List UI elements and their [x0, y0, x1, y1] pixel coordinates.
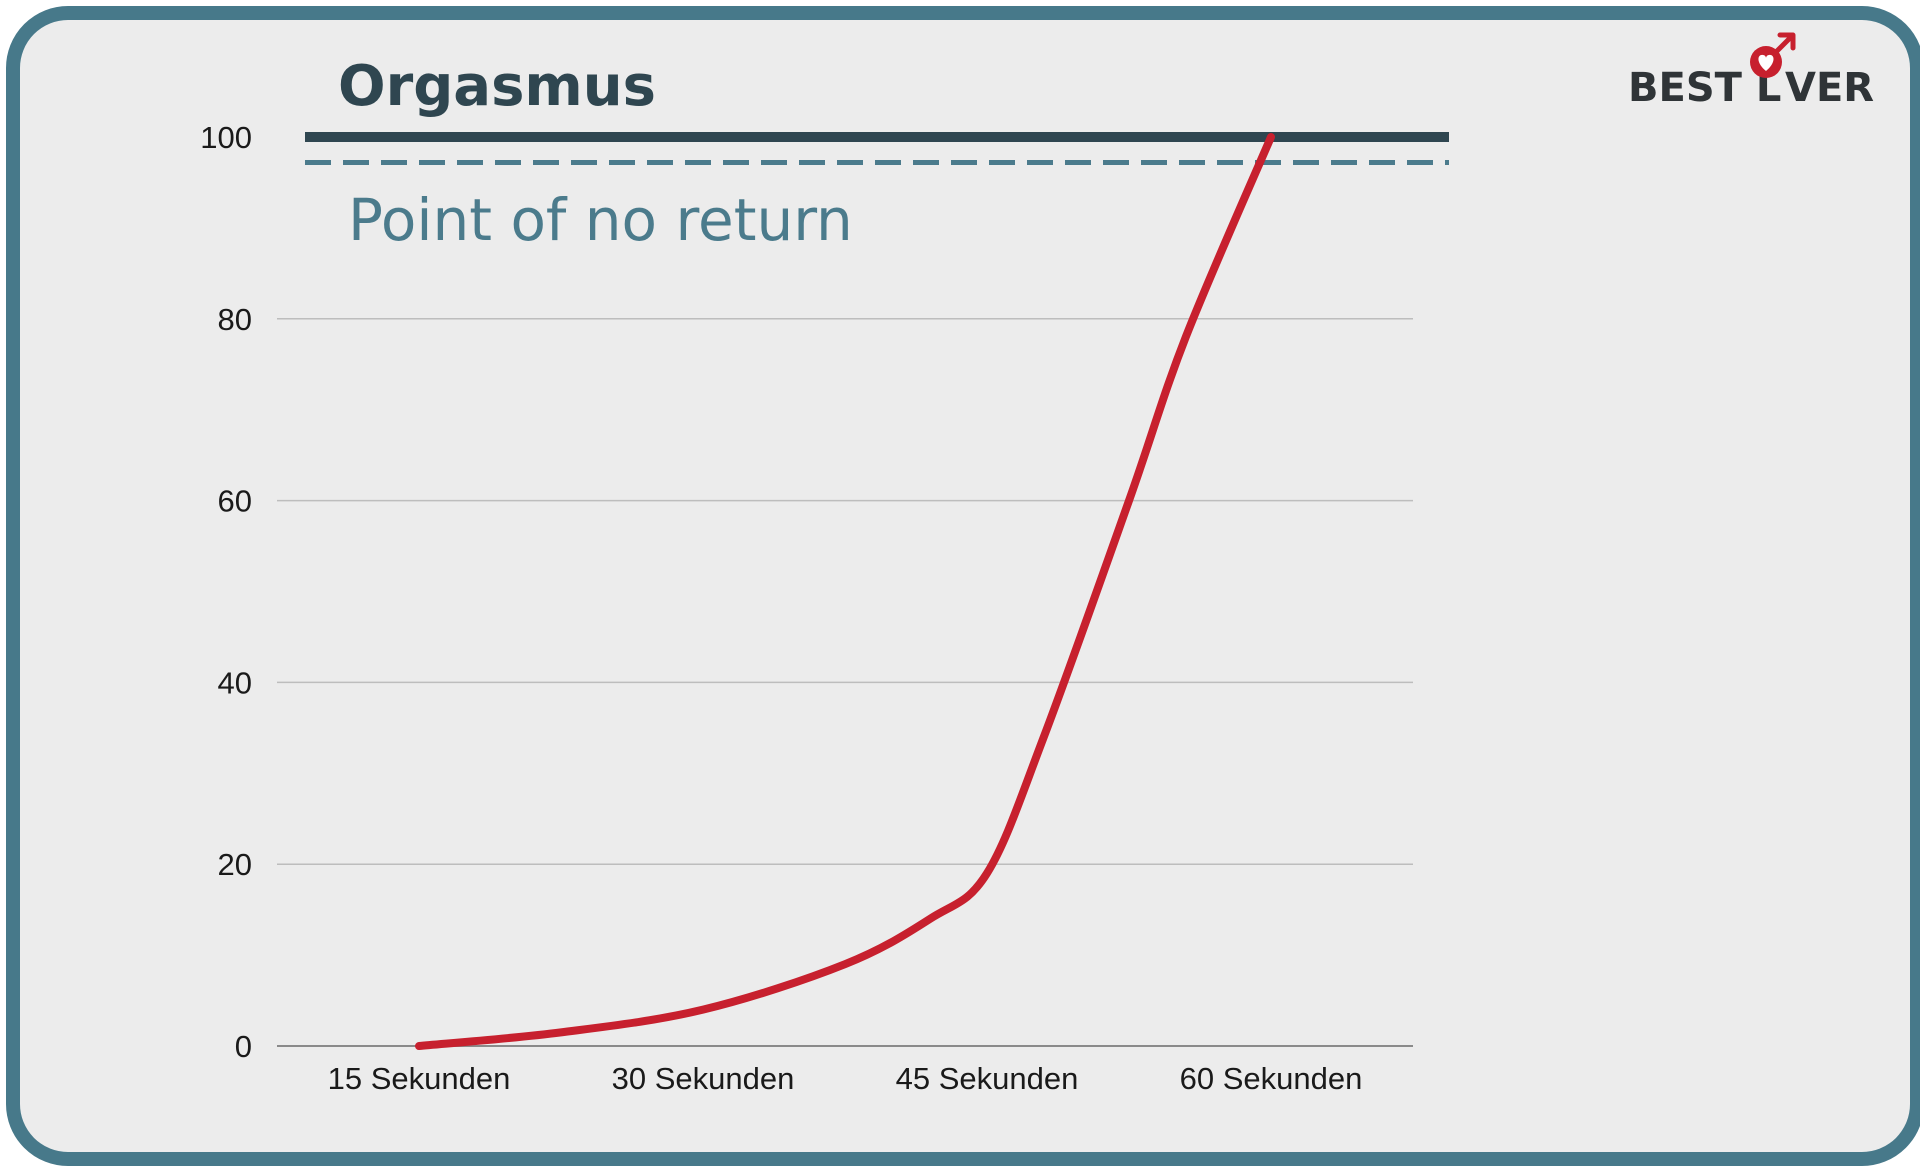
y-tick-label: 40: [218, 665, 252, 700]
y-axis-labels: 0 20 40 60 80 100: [200, 120, 252, 1064]
x-tick-label: 60 Sekunden: [1180, 1061, 1363, 1096]
grid-lines: [277, 318, 1413, 865]
logo-text-right: VER: [1785, 65, 1874, 111]
x-tick-label: 15 Sekunden: [328, 1061, 511, 1096]
y-tick-label: 100: [200, 120, 252, 155]
point-of-no-return-label: Point of no return: [348, 186, 853, 254]
x-axis-labels: 15 Sekunden 30 Sekunden 45 Sekunden 60 Seku…: [328, 1061, 1363, 1096]
brand-logo: BEST L VER: [1628, 32, 1874, 111]
orgasm-label: Orgasmus: [338, 54, 656, 119]
y-tick-label: 0: [235, 1029, 252, 1064]
heart-male-symbol-icon: [1750, 32, 1796, 78]
x-tick-label: 45 Sekunden: [896, 1061, 1079, 1096]
x-tick-label: 30 Sekunden: [612, 1061, 795, 1096]
y-tick-label: 60: [218, 484, 252, 519]
chart-card: [6, 6, 1920, 1166]
y-tick-label: 20: [218, 847, 252, 882]
arousal-curve: [415, 133, 1275, 1050]
y-tick-label: 80: [218, 302, 252, 337]
